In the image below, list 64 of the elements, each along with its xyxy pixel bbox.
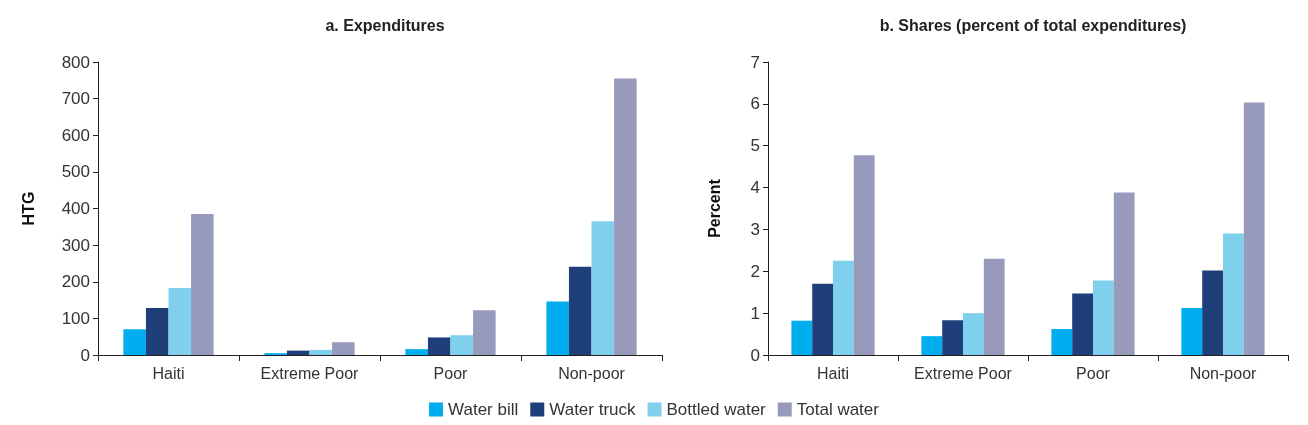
bar	[1243, 102, 1265, 355]
bar	[1093, 280, 1114, 355]
bar	[145, 308, 169, 355]
y-tick-label: 7	[750, 52, 760, 72]
bar	[791, 320, 813, 355]
bar	[191, 213, 214, 355]
x-tick-label: Extreme Poor	[914, 364, 1013, 382]
bar	[1223, 233, 1244, 355]
y-tick-label: 5	[750, 136, 760, 156]
x-tick-label: Non-poor	[1189, 364, 1258, 382]
bar	[1072, 293, 1093, 355]
legend-label: Water bill	[448, 400, 519, 419]
x-tick-label: Non-poor	[558, 364, 626, 382]
x-tick-label: Poor	[433, 364, 469, 382]
y-tick-label: 600	[61, 125, 90, 145]
y-tick-label: 700	[61, 89, 90, 109]
bar	[1202, 270, 1223, 355]
y-axis-title: HTG	[19, 191, 37, 226]
y-tick-label: 3	[750, 219, 760, 239]
legend-label: Water truck	[549, 400, 637, 419]
y-axis-title: Percent	[705, 178, 723, 238]
chart-title: b. Shares (percent of total expenditures)	[879, 16, 1187, 34]
bar	[833, 260, 854, 355]
bar	[942, 320, 963, 355]
y-tick-label: 400	[61, 199, 90, 218]
bar	[614, 78, 637, 355]
y-tick-label: 4	[750, 178, 760, 198]
bar	[286, 350, 310, 355]
bar	[168, 287, 192, 355]
bar	[963, 313, 984, 355]
bar	[1181, 308, 1203, 355]
x-tick-label: Haiti	[152, 364, 185, 382]
y-tick-label: 500	[61, 162, 90, 182]
bar	[1051, 329, 1073, 355]
chart-title: a. Expenditures	[325, 16, 445, 34]
y-tick-label: 800	[61, 52, 90, 72]
legend-label: Total water	[796, 400, 880, 419]
bar	[405, 349, 428, 355]
y-tick-label: 1	[750, 303, 760, 323]
bar	[473, 310, 496, 355]
bar	[309, 349, 333, 355]
bar	[591, 221, 615, 355]
bar	[568, 266, 592, 355]
bar	[332, 342, 355, 355]
bar	[812, 283, 833, 355]
bar	[450, 335, 474, 355]
bar	[921, 336, 943, 355]
y-tick-label: 2	[750, 261, 760, 281]
y-tick-label: 100	[61, 308, 90, 328]
y-tick-label: 300	[61, 235, 90, 255]
bar	[546, 301, 569, 355]
bar	[983, 258, 1005, 355]
y-tick-label: 0	[750, 345, 760, 365]
y-tick-label: 200	[61, 272, 90, 292]
x-tick-label: Extreme Poor	[260, 364, 360, 382]
legend-label: Bottled water	[666, 400, 767, 419]
x-tick-label: Poor	[1076, 364, 1111, 382]
bar	[853, 155, 875, 355]
y-tick-label: 0	[80, 345, 90, 365]
y-tick-label: 6	[750, 94, 760, 114]
bar	[123, 329, 146, 355]
bar	[427, 337, 451, 355]
x-tick-label: Haiti	[816, 364, 850, 382]
bar	[1113, 192, 1135, 355]
